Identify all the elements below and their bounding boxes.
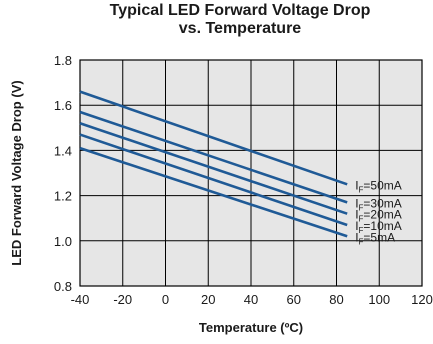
x-tick-label: 100 bbox=[368, 292, 390, 307]
x-tick-label: -40 bbox=[71, 292, 90, 307]
y-axis-label: LED Forward Voltage Drop (V) bbox=[9, 80, 24, 265]
y-tick-label: 1.8 bbox=[54, 53, 72, 68]
x-axis-label: Temperature (ºC) bbox=[199, 320, 303, 335]
series-line bbox=[79, 90, 348, 186]
x-tick-label: -20 bbox=[113, 292, 132, 307]
series-label: IF=5mA bbox=[355, 230, 395, 246]
chart-title: Typical LED Forward Voltage Drop vs. Tem… bbox=[60, 2, 420, 38]
x-tick-label: 60 bbox=[287, 292, 301, 307]
x-tick-label: 80 bbox=[329, 292, 343, 307]
series-label: IF=30mA bbox=[355, 196, 402, 212]
chart-title-line-1: Typical LED Forward Voltage Drop bbox=[109, 2, 371, 19]
series-line bbox=[79, 110, 348, 204]
series-line bbox=[79, 122, 348, 215]
series-label: IF=50mA bbox=[355, 178, 402, 194]
series-lines bbox=[79, 90, 348, 238]
y-tick-label: 1.4 bbox=[54, 143, 72, 158]
y-axis-ticks: 0.8 1.0 1.2 1.4 1.6 1.8 bbox=[54, 53, 72, 294]
plot-border bbox=[79, 59, 423, 287]
series-label: IF=10mA bbox=[355, 219, 402, 235]
y-tick-label: 1.0 bbox=[54, 234, 72, 249]
series-line bbox=[79, 146, 348, 238]
x-tick-label: 40 bbox=[244, 292, 258, 307]
y-tick-label: 1.2 bbox=[54, 189, 72, 204]
y-tick-label: 0.8 bbox=[54, 279, 72, 294]
chart-title-line-2: vs. Temperature bbox=[178, 20, 302, 37]
series-label: IF=20mA bbox=[355, 208, 402, 224]
y-tick-label: 1.6 bbox=[54, 98, 72, 113]
series-line bbox=[79, 133, 348, 227]
grid bbox=[79, 59, 423, 287]
x-axis-ticks: -40 -20 0 20 40 60 80 100 120 bbox=[71, 292, 433, 307]
x-tick-label: 120 bbox=[411, 292, 433, 307]
x-tick-label: 20 bbox=[201, 292, 215, 307]
x-tick-label: 0 bbox=[162, 292, 169, 307]
